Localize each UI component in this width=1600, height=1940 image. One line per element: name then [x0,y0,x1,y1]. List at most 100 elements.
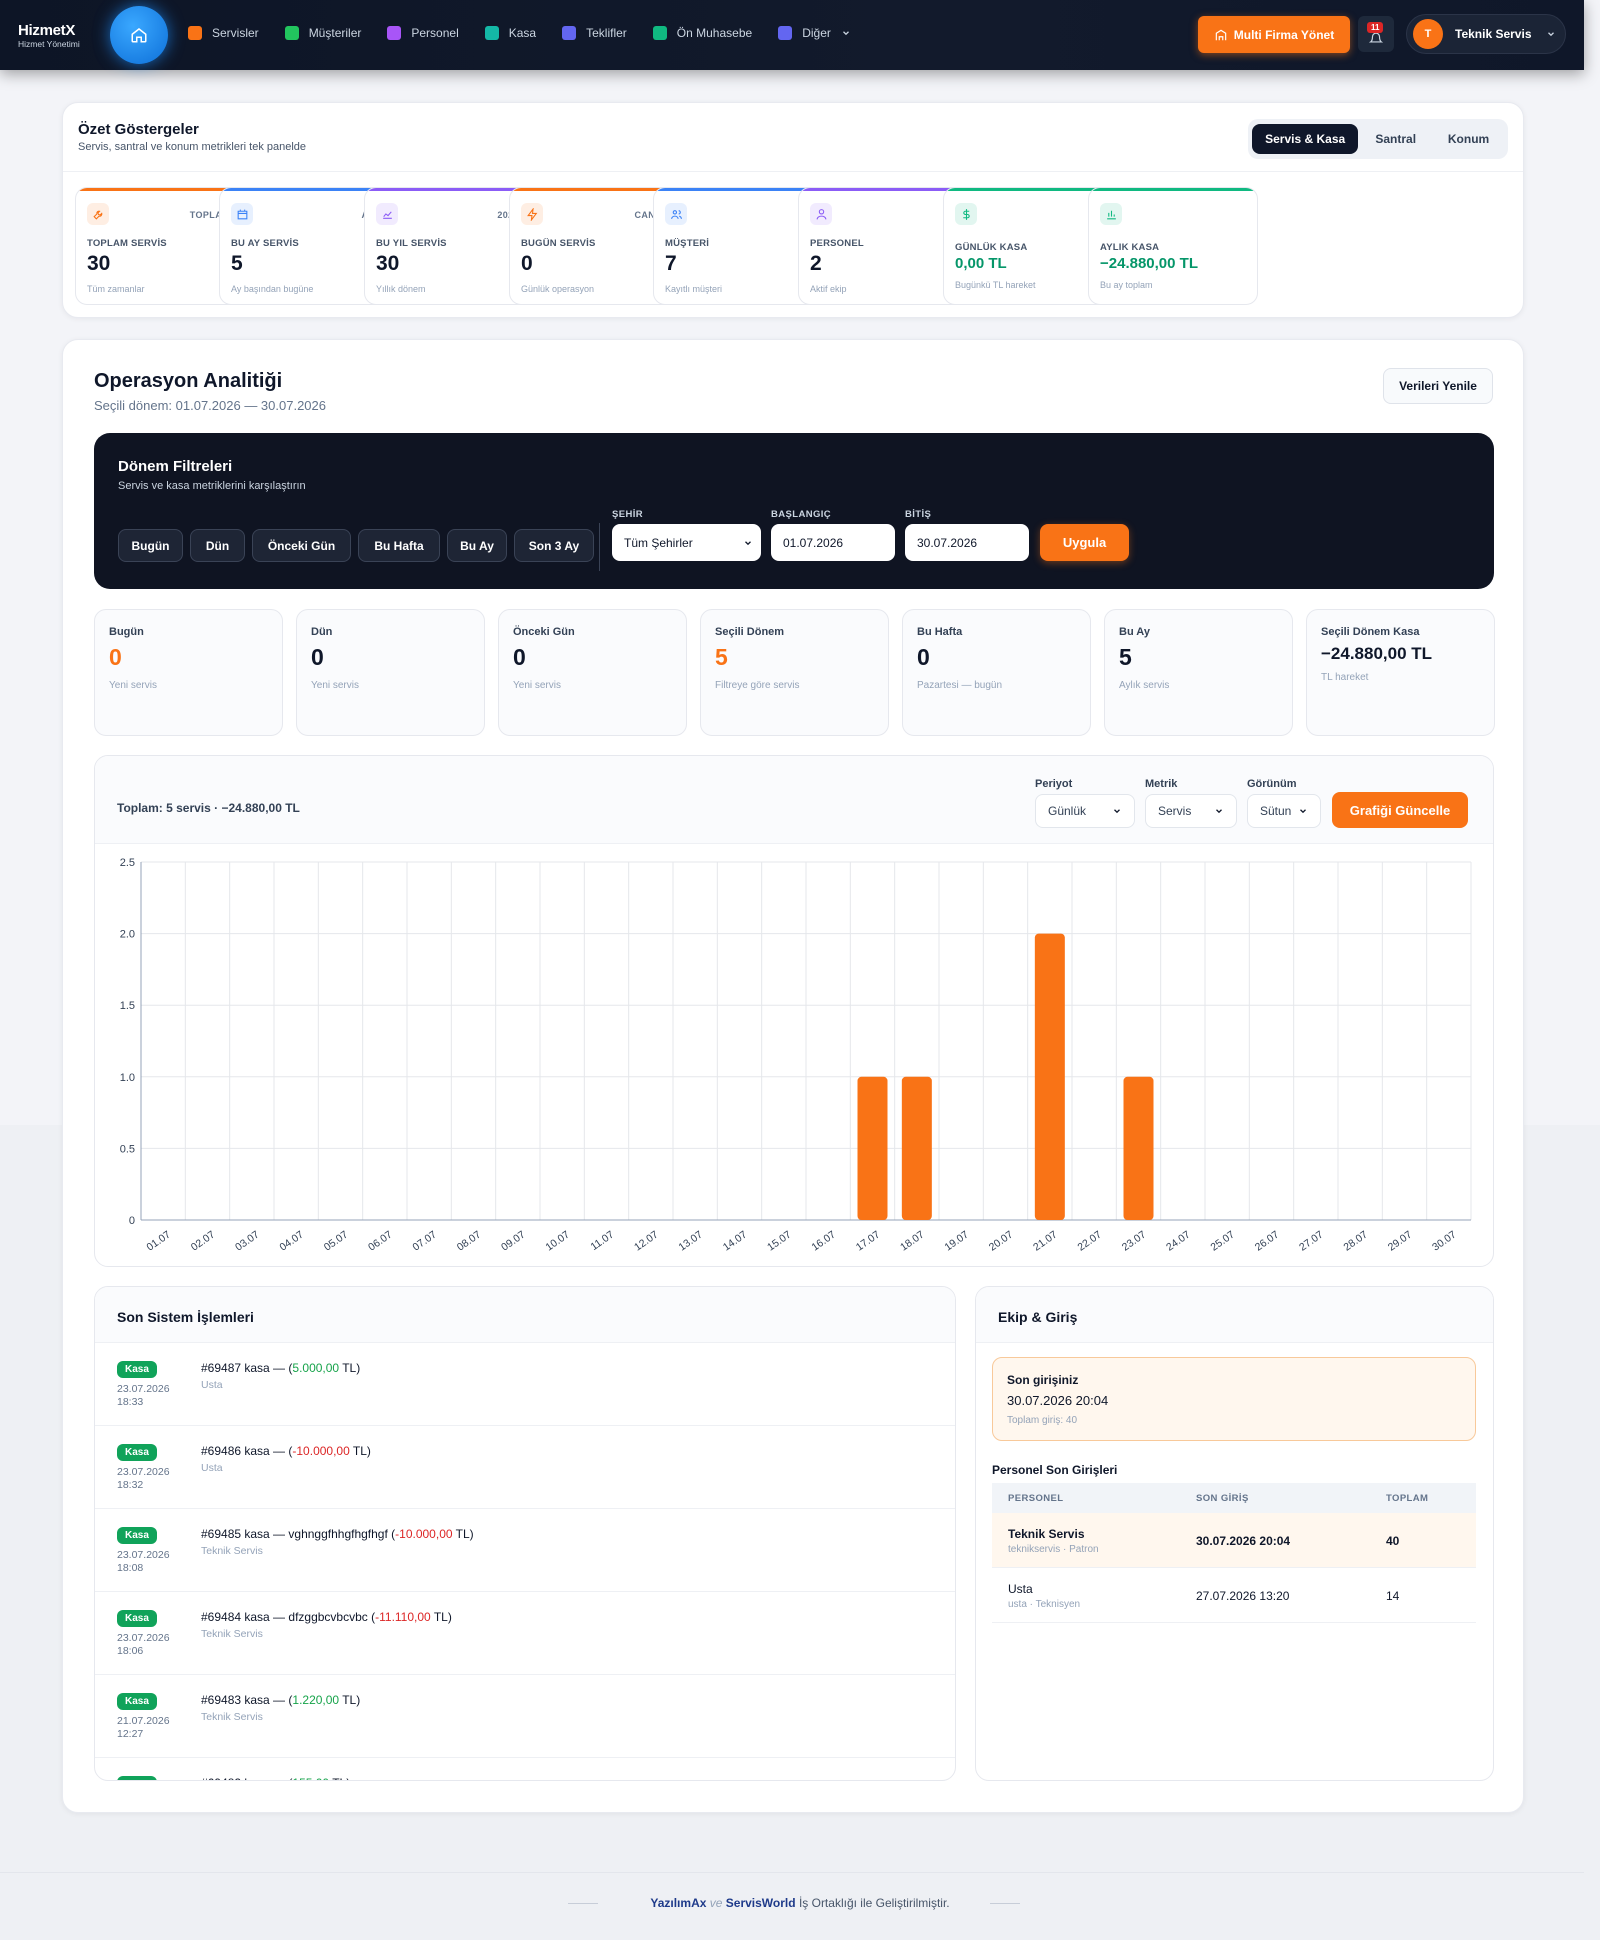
city-select[interactable]: Tüm Şehirler [612,524,761,561]
log-item[interactable]: Kasa #69482 kasa — (155,00 TL) [95,1758,955,1780]
home-button[interactable] [110,6,168,64]
system-log-panel: Son Sistem İşlemleri Kasa 23.07.2026 18:33… [94,1286,956,1781]
log-description: #69483 kasa — ( [201,1693,293,1707]
metric-label: BUGÜN SERVİS [521,238,596,249]
x-tick-label: 06.07 [366,1229,395,1254]
quick-range-button[interactable]: Bu Hafta [358,529,440,562]
log-type-chip: Kasa [117,1693,157,1710]
metric-card[interactable]: MÜŞTERİ 7 Kayıtlı müşteri [653,187,823,305]
x-tick-label: 20.07 [987,1229,1016,1254]
nav-item[interactable]: Kasa [484,26,536,40]
stat-card: Önceki Gün 0 Yeni servis [498,609,687,736]
bar[interactable] [901,1076,932,1220]
log-item[interactable]: Kasa 23.07.2026 18:08 #69485 kasa — vghnggf… [95,1509,955,1592]
service-chart-card: Toplam: 5 servis · −24.880,00 TL Periyot… [94,755,1494,1267]
period-select[interactable]: Günlük [1035,794,1135,828]
start-date-input[interactable]: 01.07.2026 [771,524,895,561]
stat-value: 0 [917,644,930,670]
nav-color-icon [387,26,402,40]
metric-value: 5 [231,252,243,275]
metric-card[interactable]: 2026 BU YIL SERVİS 30 Yıllık dönem [364,187,534,305]
log-item[interactable]: Kasa 23.07.2026 18:33 #69487 kasa — (5.000,… [95,1343,955,1426]
x-tick-label: 26.07 [1253,1229,1282,1254]
quick-range-button[interactable]: Önceki Gün [252,529,351,562]
x-tick-label: 27.07 [1297,1229,1326,1254]
stat-card: Bu Ay 5 Aylık servis [1104,609,1293,736]
x-tick-label: 11.07 [588,1229,616,1254]
multi-firm-button[interactable]: Multi Firma Yönet [1198,16,1350,53]
end-date-input[interactable]: 30.07.2026 [905,524,1029,561]
stat-value: −24.880,00 TL [1321,644,1433,663]
x-tick-label: 12.07 [632,1229,661,1254]
refresh-button[interactable]: Verileri Yenile [1383,368,1493,404]
quick-range-button[interactable]: Son 3 Ay [514,529,594,562]
table-row[interactable]: Usta usta · Teknisyen 27.07.2026 13:20 1… [992,1568,1476,1623]
user-menu-button[interactable]: T Teknik Servis [1406,14,1566,54]
stat-hint: TL hareket [1321,672,1369,683]
bar[interactable] [1034,933,1065,1220]
x-tick-label: 04.07 [277,1229,306,1254]
avatar: T [1413,19,1443,49]
apply-button[interactable]: Uygula [1040,524,1129,561]
tab-konum[interactable]: Konum [1447,132,1490,146]
log-text: #69487 kasa — (5.000,00 TL) [201,1361,360,1375]
metric-card[interactable]: AYLIK KASA −24.880,00 TL Bu ay toplam [1088,187,1258,305]
log-amount: 155,00 [292,1776,329,1780]
log-item[interactable]: Kasa 21.07.2026 12:27 #69483 kasa — (1.220,… [95,1675,955,1758]
log-amount: 1.220,00 [292,1693,340,1707]
view-select[interactable]: Sütun [1247,794,1321,828]
metric-tag: TOPLAM [189,210,230,220]
metric-card[interactable]: PERSONEL 2 Aktif ekip [798,187,968,305]
x-tick-label: 07.07 [410,1229,439,1254]
bar[interactable] [857,1076,888,1220]
footer-brand-a: YazılımAx [650,1896,707,1910]
log-text: #69482 kasa — (155,00 TL) [201,1776,350,1780]
quick-range-button[interactable]: Bu Ay [447,529,507,562]
metric-select[interactable]: Servis [1145,794,1237,828]
nav-item[interactable]: Diğer [778,26,851,40]
nav-item[interactable]: Teklifler [562,26,627,40]
bar[interactable] [1123,1076,1154,1220]
x-tick-label: 09.07 [499,1229,528,1254]
bolt-icon [521,203,543,225]
brand-logo[interactable]: HizmetX Hizmet Yönetimi [18,22,80,49]
table-row[interactable]: Teknik Servis teknikservis · Patron 30.0… [992,1513,1476,1568]
log-datetime: 23.07.2026 18:06 [117,1632,197,1658]
metric-value: −24.880,00 TL [1100,255,1198,272]
nav-color-icon [188,26,202,40]
x-tick-label: 15.07 [765,1229,794,1254]
metric-accent-bar [220,188,388,191]
nav-item[interactable]: Ön Muhasebe [652,26,752,40]
log-item[interactable]: Kasa 23.07.2026 18:06 #69484 kasa — dfzggbc… [95,1592,955,1675]
footer-brand-b: ServisWorld [725,1896,796,1910]
bar-chart-icon [1100,203,1122,225]
quick-range-button[interactable]: Bugün [118,529,183,562]
stat-hint: Yeni servis [311,680,359,691]
quick-range-button[interactable]: Dün [190,529,245,562]
log-currency: TL) [349,1444,371,1458]
metric-label: MÜŞTERİ [665,238,710,249]
tab-servis-kasa[interactable]: Servis & Kasa [1252,124,1359,154]
log-amount: -11.110,00 [375,1610,431,1624]
metric-card[interactable]: CANLI BUGÜN SERVİS 0 Günlük operasyon [509,187,679,305]
stat-label: Bu Ay [1119,626,1150,638]
metric-value: 2 [810,252,822,275]
x-tick-label: 22.07 [1075,1229,1104,1254]
update-chart-button[interactable]: Grafiği Güncelle [1332,792,1468,828]
metric-accent-bar [510,188,678,191]
notification-button[interactable]: 11 [1358,16,1394,52]
metric-hint: Bu ay toplam [1100,280,1153,290]
metric-card[interactable]: TOPLAM TOPLAM SERVİS 30 Tüm zamanlar [75,187,245,305]
stat-hint: Yeni servis [513,680,561,691]
view-value: Sütun [1260,804,1292,818]
staff-total: 14 [1386,1589,1400,1603]
x-tick-label: 28.07 [1341,1229,1370,1254]
users-icon [665,203,687,225]
log-item[interactable]: Kasa 23.07.2026 18:32 #69486 kasa — (-10.00… [95,1426,955,1509]
nav-item[interactable]: Personel [387,26,459,40]
tab-santral[interactable]: Santral [1375,132,1417,146]
nav-item[interactable]: Servisler [188,26,259,40]
metric-value: 30 [87,252,111,275]
nav-item[interactable]: Müşteriler [284,26,361,40]
metric-tag: 2026 [497,210,519,220]
